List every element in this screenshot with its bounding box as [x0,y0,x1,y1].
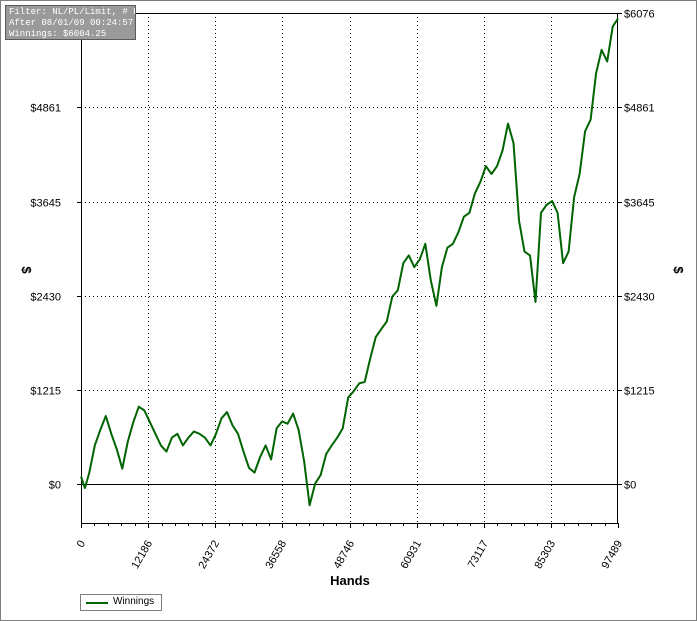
filter-text: Filter: NL/PL/Limit, # Players [9,7,135,17]
x-tick-label: 97489 [599,539,625,571]
plot-border [81,13,618,524]
y-tick-label-right: $4861 [624,103,655,115]
y-tick-label-left: $2430 [30,292,61,304]
x-tick-label: 0 [75,539,88,550]
legend-swatch [86,602,108,604]
y-tick-label-right: $2430 [624,292,655,304]
grid [81,13,618,523]
y-tick-label-right: $6076 [624,9,655,21]
after-date-text: After 08/01/09 00:24:57 [9,18,134,28]
series-layer [80,18,619,507]
filter-info-box: Filter: NL/PL/Limit, # Players After 08/… [5,5,136,40]
y-tick-label-right: $3645 [624,198,655,210]
legend: Winnings [80,594,162,611]
y-tick-label-left: $4861 [30,103,61,115]
x-tick-label: 73117 [466,539,491,571]
x-tick-label: 60931 [398,539,424,571]
x-tick-label: 36558 [263,539,289,571]
y-tick-label-left: $1215 [30,386,61,398]
x-tick-label: 85303 [532,539,558,571]
x-axis-title: Hands [330,573,370,588]
x-tick-label: 24372 [196,539,222,571]
tick-labels: $0 $0 $1215 $1215 $2430 $2430 $3645 $3645 $4861 $… [30,9,654,571]
legend-label: Winnings [113,596,155,607]
y-tick-label-right: $1215 [624,386,655,398]
y-axis-title-left: $ [19,266,34,274]
y-tick-label-left: $3645 [30,198,61,210]
x-tick-label: 48746 [331,539,357,571]
axes [77,13,622,528]
winnings-line [80,18,619,507]
y-tick-label-right: $0 [624,480,636,492]
winnings-text: Winnings: $6004.25 [9,29,107,39]
x-tick-label: 12186 [129,539,155,571]
y-tick-label-left: $0 [49,480,61,492]
y-axis-title-right: $ [671,266,686,274]
